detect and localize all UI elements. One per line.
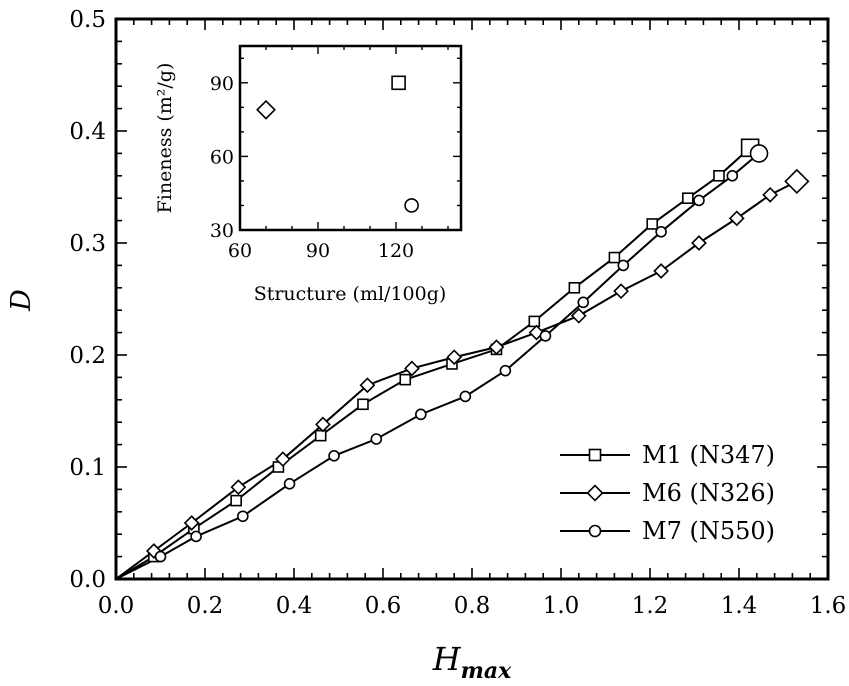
x-tick-label-8: 1.6 bbox=[810, 593, 847, 619]
data-point-2-6 bbox=[370, 433, 383, 445]
data-point-1-12 bbox=[613, 283, 629, 300]
x-tick-label-3: 0.6 bbox=[365, 593, 402, 619]
data-point-2-5 bbox=[328, 449, 340, 462]
inset-x-tick-label-2: 120 bbox=[378, 240, 414, 262]
data-point-1-15 bbox=[728, 210, 745, 227]
data-point-2-1 bbox=[154, 550, 167, 563]
y-tick-label-2: 0.2 bbox=[69, 343, 106, 369]
data-point-2-9 bbox=[499, 364, 512, 377]
axis-tick-labels: 0.0 0.2 0.4 0.6 0.8 1.0 1.2 1.4 1.6 0.0 0.1 0.2 0.3 0… bbox=[69, 7, 846, 619]
data-point-2-15 bbox=[726, 170, 739, 182]
data-point-1-5 bbox=[315, 416, 331, 433]
data-point-1-2 bbox=[183, 515, 200, 531]
data-point-1-4 bbox=[274, 451, 291, 468]
y-tick-label-3: 0.3 bbox=[69, 231, 106, 257]
x-tick-label-2: 0.4 bbox=[276, 593, 313, 619]
data-point-2-2 bbox=[190, 530, 202, 543]
data-point-2-11 bbox=[577, 296, 590, 309]
x-tick-label-7: 1.4 bbox=[721, 593, 758, 619]
data-point-2-8 bbox=[459, 390, 472, 403]
data-point-2-10 bbox=[539, 330, 552, 342]
data-point-0-11 bbox=[568, 281, 581, 294]
legend-label-1: M6 (N326) bbox=[642, 479, 775, 507]
data-point-2-16 bbox=[749, 144, 769, 163]
data-point-0-15 bbox=[713, 170, 725, 182]
inset-point-2 bbox=[404, 198, 419, 213]
data-point-2-4 bbox=[283, 477, 296, 490]
y-tick-label-4: 0.4 bbox=[69, 119, 106, 145]
data-point-1-9 bbox=[488, 339, 505, 356]
x-axis-label-subscript: max bbox=[461, 658, 513, 684]
data-point-1-16 bbox=[762, 186, 779, 203]
inset-frame bbox=[238, 44, 463, 232]
x-tick-label-6: 1.2 bbox=[632, 593, 669, 619]
x-tick-label-0: 0.0 bbox=[98, 593, 135, 619]
inset-x-tick-label-1: 90 bbox=[306, 240, 330, 262]
data-point-2-12 bbox=[617, 259, 630, 272]
inset-ticks bbox=[239, 46, 461, 231]
data-point-0-14 bbox=[682, 192, 694, 204]
x-axis-label: Hmax bbox=[432, 640, 512, 684]
data-point-2-13 bbox=[655, 226, 667, 238]
data-point-2-3 bbox=[237, 510, 249, 523]
data-point-1-14 bbox=[691, 235, 707, 251]
legend-label-0: M1 (N347) bbox=[642, 441, 775, 469]
legend: M1 (N347) M6 (N326) M7 (N550) bbox=[560, 441, 775, 545]
inset-y-tick-label-1: 60 bbox=[210, 146, 234, 168]
inset-point-0 bbox=[391, 75, 406, 91]
data-point-0-5 bbox=[314, 429, 327, 442]
plot-markers bbox=[145, 138, 810, 563]
series-line-1 bbox=[115, 180, 798, 580]
data-point-1-6 bbox=[359, 377, 376, 394]
y-tick-label-0: 0.0 bbox=[69, 567, 106, 593]
y-axis-label: D bbox=[6, 289, 37, 312]
data-point-0-3 bbox=[230, 494, 242, 507]
inset-x-tick-label-0: 60 bbox=[228, 240, 252, 262]
inset-y-tick-label-0: 30 bbox=[210, 220, 234, 242]
x-tick-label-5: 1.0 bbox=[543, 593, 580, 619]
x-tick-label-4: 0.8 bbox=[454, 593, 491, 619]
inset-y-axis-label: Fineness (m²/g) bbox=[154, 63, 176, 214]
legend-marker-1 bbox=[586, 484, 604, 502]
legend-label-2: M7 (N550) bbox=[642, 517, 775, 545]
data-point-1-13 bbox=[653, 263, 670, 279]
data-point-2-7 bbox=[415, 408, 427, 421]
inset-y-tick-label-2: 90 bbox=[210, 73, 234, 95]
inset-x-axis-label: Structure (ml/100g) bbox=[254, 283, 447, 305]
data-point-0-7 bbox=[399, 373, 412, 386]
data-point-0-13 bbox=[646, 218, 659, 230]
data-point-1-17 bbox=[784, 168, 810, 195]
data-point-1-7 bbox=[404, 360, 420, 377]
inset-point-1 bbox=[256, 99, 276, 120]
data-point-0-12 bbox=[608, 251, 621, 264]
legend-marker-0 bbox=[588, 448, 602, 462]
data-point-0-6 bbox=[357, 398, 369, 411]
x-axis-label-main: H bbox=[432, 640, 462, 678]
y-tick-label-5: 0.5 bbox=[69, 7, 106, 33]
data-point-1-8 bbox=[446, 349, 463, 366]
inset-markers bbox=[256, 75, 419, 213]
data-point-2-14 bbox=[693, 194, 705, 207]
data-point-1-3 bbox=[230, 479, 247, 496]
legend-marker-2 bbox=[588, 524, 602, 538]
data-point-1-11 bbox=[570, 307, 587, 324]
y-tick-label-1: 0.1 bbox=[69, 455, 106, 481]
data-point-0-10 bbox=[528, 315, 541, 328]
x-tick-label-1: 0.2 bbox=[187, 593, 224, 619]
axis-ticks bbox=[115, 18, 829, 580]
